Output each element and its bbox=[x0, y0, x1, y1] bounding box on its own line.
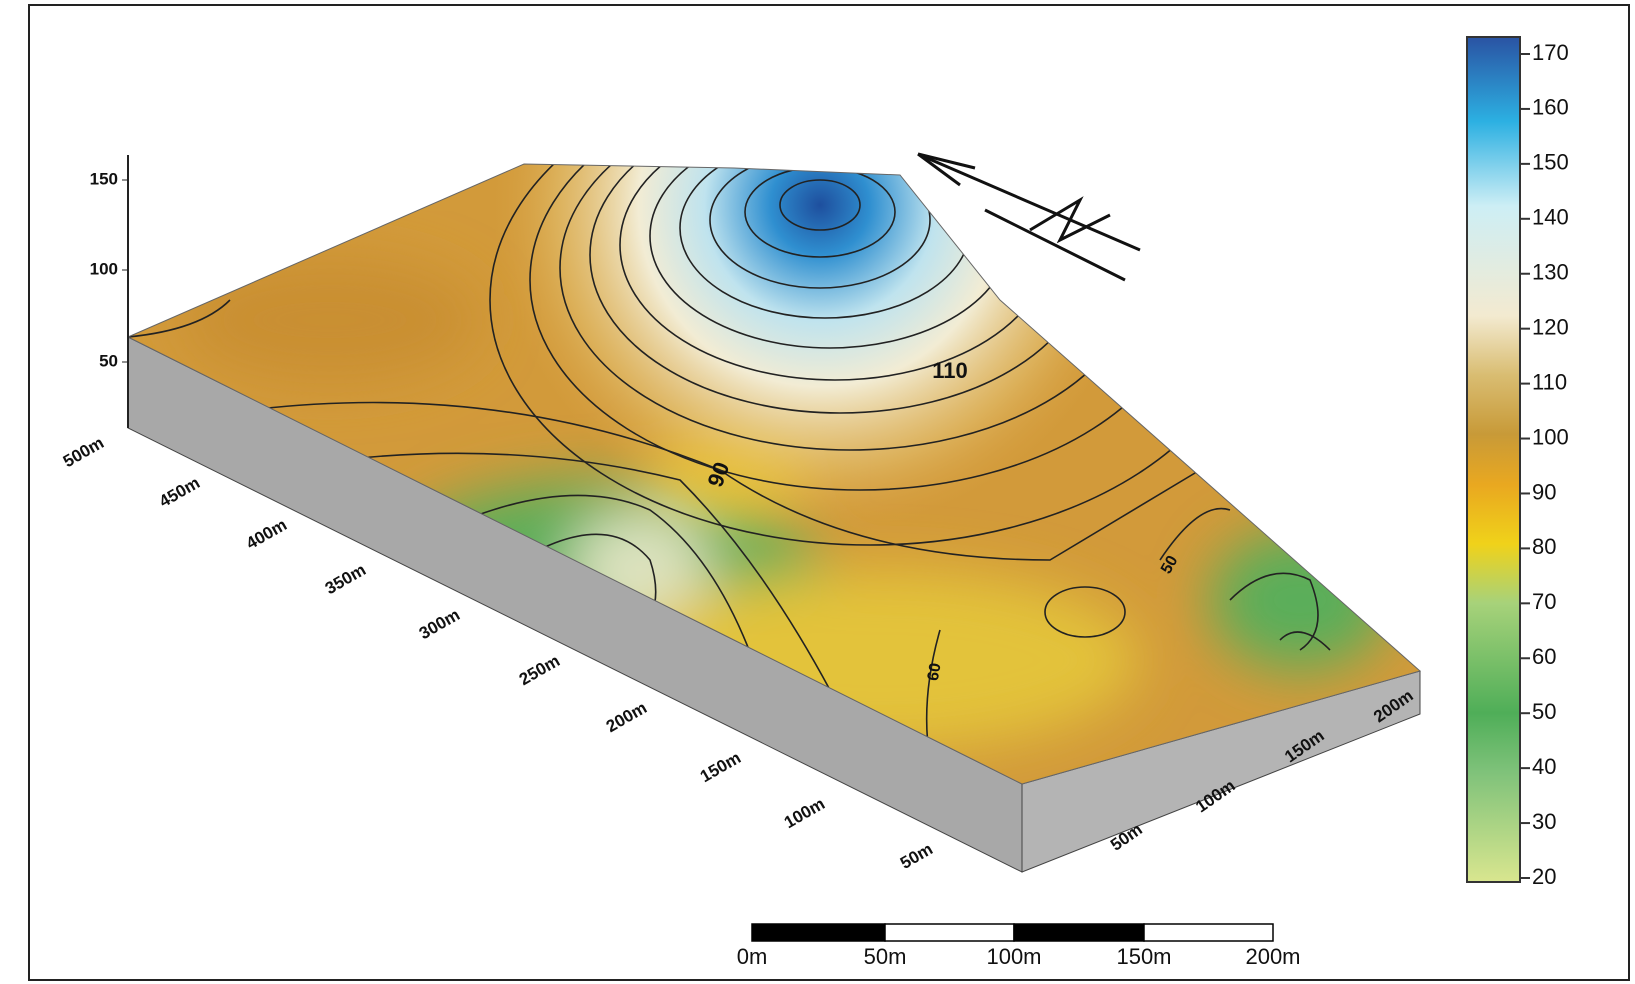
colorbar-tick-label: 110 bbox=[1532, 369, 1567, 394]
colorbar-tick-label: 30 bbox=[1532, 809, 1556, 834]
north-arrow bbox=[917, 152, 1141, 282]
z-axis-ticks: 150 100 50 bbox=[90, 169, 128, 370]
colorbar-tick-label: 60 bbox=[1532, 644, 1556, 669]
colorbar-tick-label: 80 bbox=[1532, 534, 1556, 559]
scale-bar: 0m 50m 100m 150m 200m bbox=[737, 923, 1301, 969]
colorbar bbox=[1466, 36, 1521, 883]
colorbar-tick-label: 160 bbox=[1532, 95, 1569, 120]
colorbar-tick-label: 150 bbox=[1532, 150, 1569, 175]
y-axis-label: 400m bbox=[243, 515, 290, 553]
scale-label: 200m bbox=[1245, 944, 1300, 969]
y-axis-label: 50m bbox=[897, 839, 936, 872]
y-axis-label: 500m bbox=[60, 433, 107, 471]
contour-label: 60 bbox=[925, 662, 945, 683]
y-axis-label: 250m bbox=[516, 651, 563, 689]
colorbar-ticks: 170 160 150 140 130 120 110 100 90 80 70 60 50 40 30 20 bbox=[1520, 40, 1569, 889]
z-tick-label: 150 bbox=[90, 169, 118, 188]
frame bbox=[28, 4, 1630, 981]
colorbar-tick-label: 130 bbox=[1532, 260, 1569, 285]
colorbar-tick-label: 170 bbox=[1532, 40, 1569, 65]
y-axis-label: 200m bbox=[603, 698, 650, 736]
scale-segment bbox=[1143, 923, 1274, 942]
scale-segment bbox=[1013, 923, 1145, 942]
scale-label: 150m bbox=[1116, 944, 1171, 969]
surface-outline bbox=[126, 163, 1422, 785]
contour-label: 50 bbox=[1158, 553, 1182, 577]
z-tick-label: 50 bbox=[99, 351, 118, 370]
scale-label: 0m bbox=[737, 944, 768, 969]
colorbar-tick-label: 70 bbox=[1532, 589, 1556, 614]
y-axis-label: 450m bbox=[156, 473, 203, 511]
z-tick-label: 100 bbox=[90, 259, 118, 278]
colorbar-tick-label: 100 bbox=[1532, 424, 1569, 449]
y-axis-label: 150m bbox=[697, 748, 744, 786]
contour-label: 110 bbox=[932, 358, 968, 383]
colorbar-tick-label: 40 bbox=[1532, 754, 1556, 779]
scale-segment bbox=[751, 923, 886, 942]
y-axis-label: 300m bbox=[416, 605, 463, 643]
colorbar-tick-label: 20 bbox=[1532, 864, 1556, 889]
colorbar-tick-label: 90 bbox=[1532, 479, 1556, 504]
colorbar-tick-label: 140 bbox=[1532, 205, 1569, 230]
scale-segment bbox=[884, 923, 1015, 942]
y-axis-label: 350m bbox=[322, 560, 369, 598]
scale-label: 50m bbox=[864, 944, 907, 969]
colorbar-tick-label: 120 bbox=[1532, 314, 1569, 339]
colorbar-tick-label: 50 bbox=[1532, 699, 1556, 724]
y-axis-label: 100m bbox=[781, 794, 828, 832]
scale-label: 100m bbox=[986, 944, 1041, 969]
